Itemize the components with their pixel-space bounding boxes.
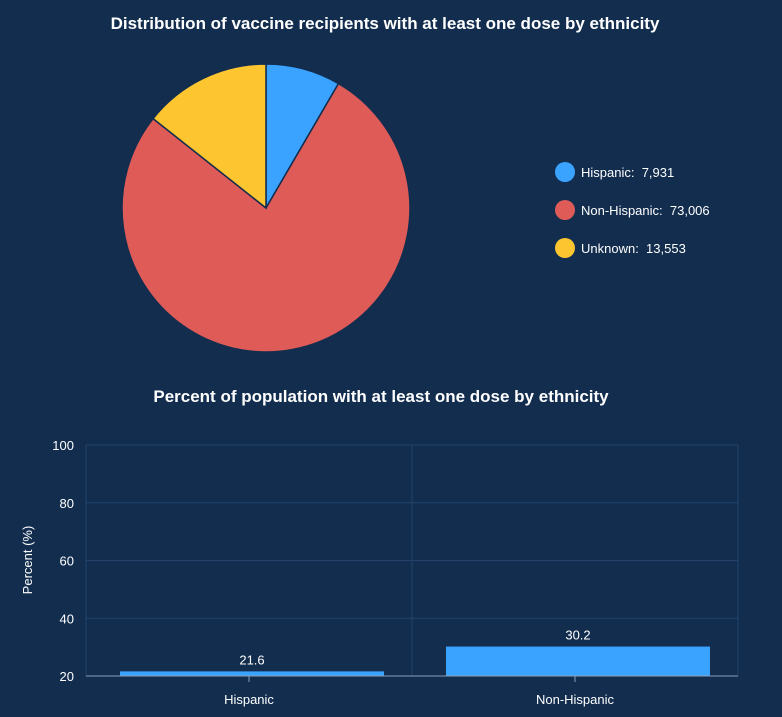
bar-hispanic[interactable] bbox=[120, 671, 384, 676]
y-axis-title: Percent (%) bbox=[20, 526, 35, 595]
bar-value-label: 21.6 bbox=[239, 652, 264, 667]
y-tick-label: 20 bbox=[60, 669, 74, 684]
legend-swatch bbox=[555, 238, 575, 258]
legend-label: Non-Hispanic: 73,006 bbox=[581, 203, 710, 218]
bar-grid bbox=[85, 444, 739, 676]
bar-chart: Percent of population with at least one … bbox=[20, 387, 739, 707]
y-tick-label: 60 bbox=[60, 554, 74, 569]
y-tick-label: 100 bbox=[52, 438, 74, 453]
legend-item-hispanic[interactable]: Hispanic: 7,931 bbox=[555, 162, 674, 182]
pie-slices bbox=[121, 63, 411, 353]
legend-item-non-hispanic[interactable]: Non-Hispanic: 73,006 bbox=[555, 200, 710, 220]
bar-chart-title: Percent of population with at least one … bbox=[153, 387, 609, 406]
bar-axes: 20 40 60 80 100 Hispanic Non-Hispanic bbox=[52, 438, 738, 707]
legend-swatch bbox=[555, 200, 575, 220]
x-tick-label: Non-Hispanic bbox=[536, 692, 615, 707]
bar-marks: 21.6 30.2 bbox=[120, 628, 710, 676]
bar-value-label: 30.2 bbox=[565, 628, 590, 643]
x-tick-label: Hispanic bbox=[224, 692, 274, 707]
legend-item-unknown[interactable]: Unknown: 13,553 bbox=[555, 238, 686, 258]
pie-chart-title: Distribution of vaccine recipients with … bbox=[111, 14, 660, 33]
legend-label: Unknown: 13,553 bbox=[581, 241, 686, 256]
legend-swatch bbox=[555, 162, 575, 182]
legend-label: Hispanic: 7,931 bbox=[581, 165, 674, 180]
pie-chart: Distribution of vaccine recipients with … bbox=[111, 14, 710, 353]
y-tick-label: 40 bbox=[60, 611, 74, 626]
bar-non-hispanic[interactable] bbox=[446, 646, 710, 676]
pie-slice-unknown[interactable] bbox=[152, 63, 267, 210]
pie-legend: Hispanic: 7,931 Non-Hispanic: 73,006 Unkno… bbox=[555, 162, 710, 258]
pie-slice-non-hispanic[interactable] bbox=[121, 82, 411, 353]
y-tick-label: 80 bbox=[60, 496, 74, 511]
